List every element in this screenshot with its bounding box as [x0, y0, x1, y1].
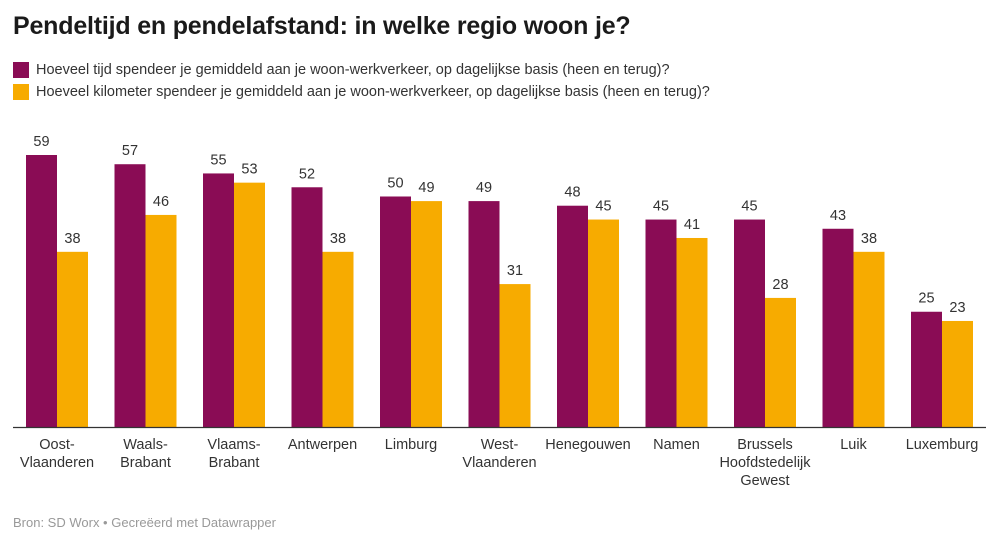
bar-time — [203, 173, 234, 427]
data-label: 46 — [153, 194, 169, 210]
x-tick-label: Gewest — [740, 473, 789, 489]
x-tick-label: Limburg — [385, 437, 437, 453]
x-tick-label: Brabant — [120, 455, 171, 471]
data-label: 48 — [564, 185, 580, 201]
data-label: 43 — [830, 208, 846, 224]
bar-time — [114, 164, 146, 427]
data-label: 45 — [741, 199, 757, 215]
data-label: 53 — [241, 162, 257, 178]
bar-time — [291, 187, 323, 427]
data-label: 50 — [387, 175, 403, 191]
bar-time — [557, 205, 588, 427]
data-label: 49 — [418, 180, 434, 196]
data-label: 55 — [210, 152, 226, 168]
legend-item-distance: Hoeveel kilometer spendeer je gemiddeld … — [13, 84, 710, 100]
bar-distance — [411, 201, 442, 427]
data-label: 45 — [653, 199, 669, 215]
bar-time — [380, 196, 411, 427]
bar-distance — [676, 237, 708, 427]
data-label: 23 — [949, 300, 965, 316]
data-label: 28 — [772, 277, 788, 293]
x-tick-label: Henegouwen — [545, 437, 630, 453]
bar-time — [734, 219, 765, 427]
data-label: 49 — [476, 180, 492, 196]
chart-title: Pendeltijd en pendelafstand: in welke re… — [13, 12, 631, 40]
legend-label: Hoeveel tijd spendeer je gemiddeld aan j… — [36, 62, 670, 78]
x-tick-label: Brussels — [737, 437, 793, 453]
x-tick-label: Luik — [840, 437, 867, 453]
data-label: 41 — [684, 217, 700, 233]
x-tick-label: Hoofdstedelijk — [719, 455, 811, 471]
data-label: 25 — [918, 291, 934, 307]
x-tick-label: Namen — [653, 437, 700, 453]
bar-time — [822, 228, 854, 427]
data-label: 38 — [861, 231, 877, 247]
x-tick-label: Vlaanderen — [462, 455, 536, 471]
x-tick-label: Luxemburg — [906, 437, 979, 453]
bar-distance — [853, 251, 885, 427]
source-footer: Bron: SD Worx • Gecreëerd met Datawrappe… — [13, 515, 276, 530]
bar-distance — [234, 182, 265, 427]
data-label: 38 — [330, 231, 346, 247]
x-tick-label: Oost- — [39, 437, 75, 453]
data-label: 57 — [122, 143, 138, 159]
bar-distance — [588, 219, 619, 427]
data-label: 59 — [33, 134, 49, 150]
data-label: 38 — [64, 231, 80, 247]
data-label: 52 — [299, 166, 315, 182]
bar-time — [26, 155, 57, 427]
bar-distance — [145, 214, 177, 427]
legend-swatch — [13, 62, 29, 78]
legend-item-time: Hoeveel tijd spendeer je gemiddeld aan j… — [13, 62, 670, 78]
x-tick-label: Waals- — [123, 437, 168, 453]
legend-label: Hoeveel kilometer spendeer je gemiddeld … — [36, 84, 710, 100]
bar-time — [911, 311, 942, 427]
x-tick-label: Brabant — [209, 455, 260, 471]
data-label: 31 — [507, 263, 523, 279]
bar-distance — [322, 251, 354, 427]
x-tick-label: Antwerpen — [288, 437, 357, 453]
bar-time — [468, 201, 500, 427]
x-tick-label: West- — [481, 437, 519, 453]
x-tick-label: Vlaanderen — [20, 455, 94, 471]
data-label: 45 — [595, 199, 611, 215]
legend-swatch — [13, 84, 29, 100]
x-tick-label: Vlaams- — [207, 437, 260, 453]
bar-time — [645, 219, 677, 427]
bar-distance — [765, 297, 796, 427]
bar-distance — [57, 251, 88, 427]
bar-distance — [499, 284, 531, 427]
bar-distance — [942, 320, 973, 427]
